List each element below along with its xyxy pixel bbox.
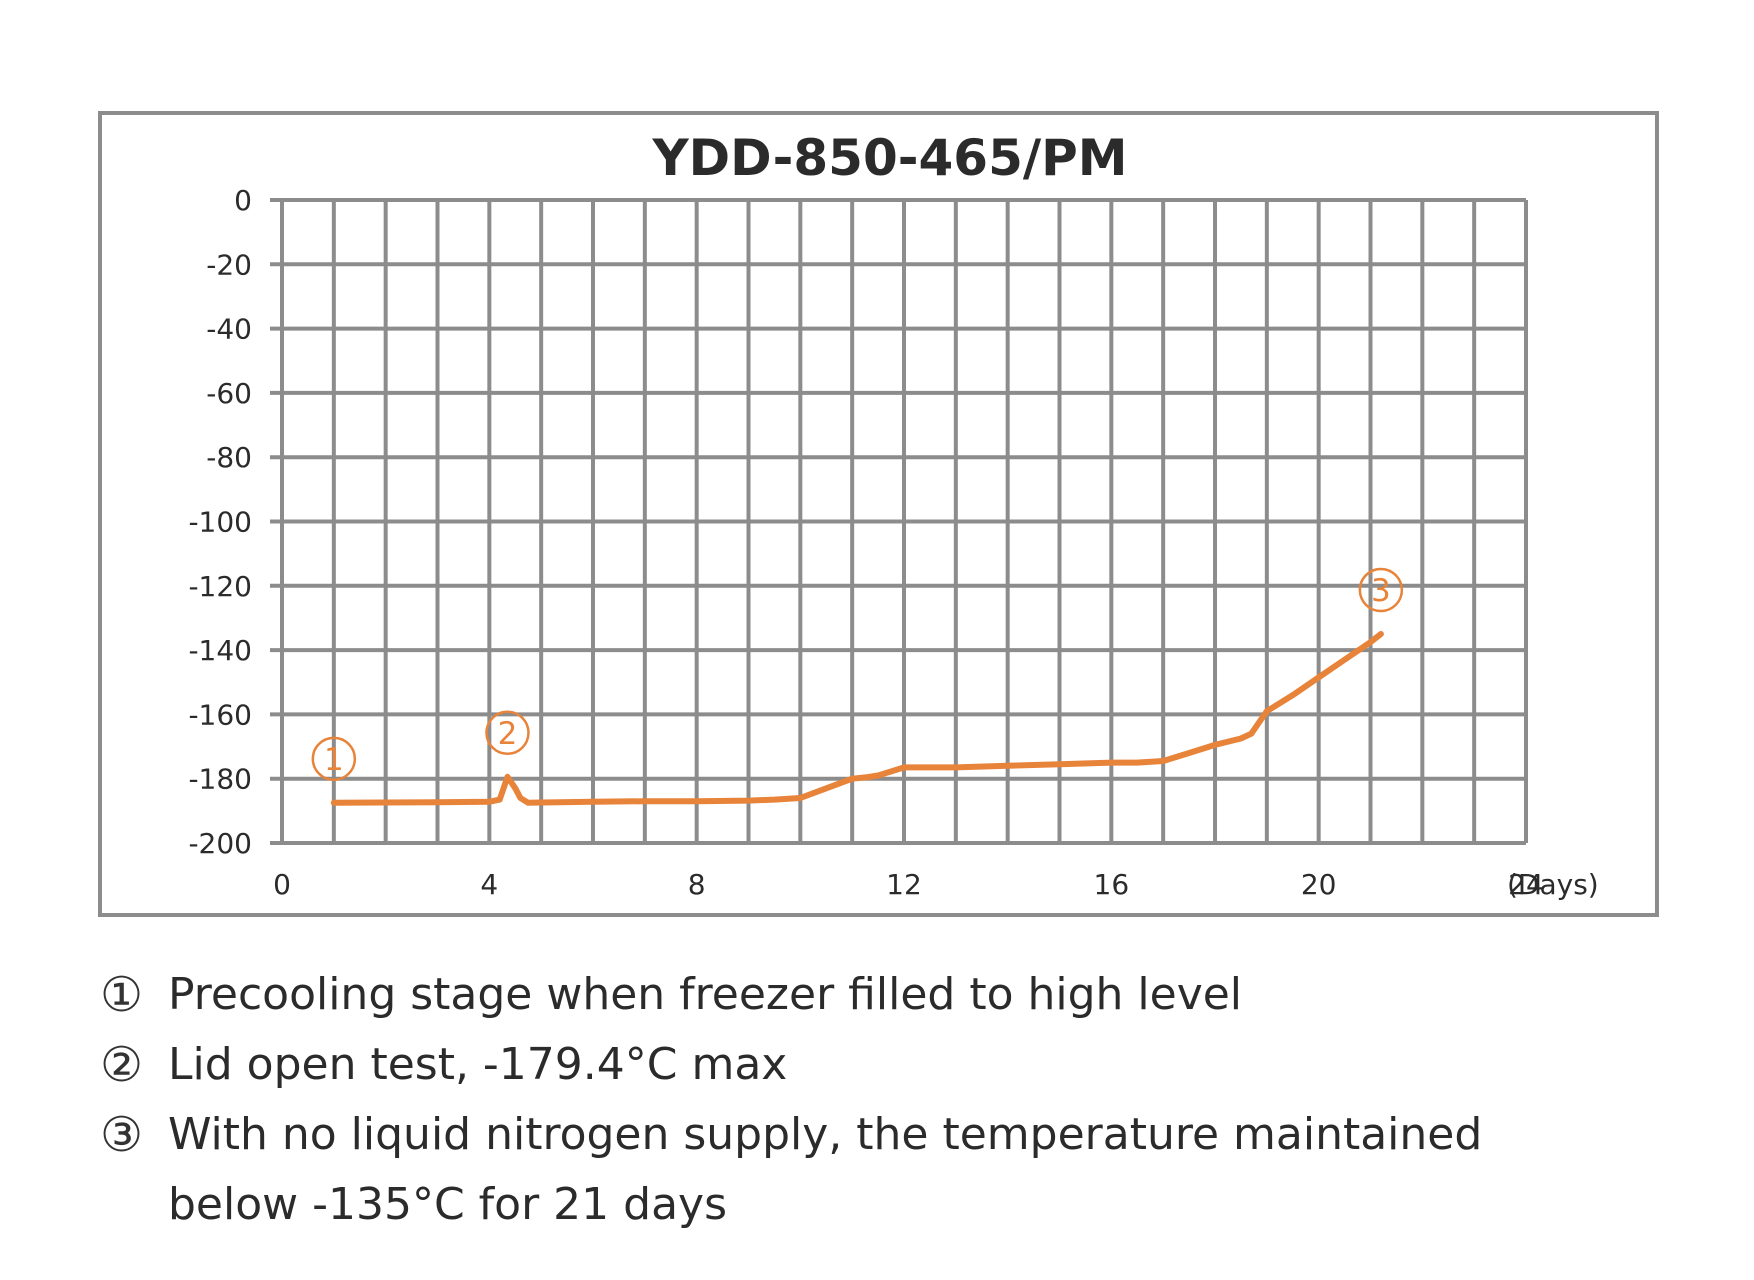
x-axis-ticks: 0 4 8 12 16 20 24: [273, 868, 1544, 901]
annotation-circle: [1358, 567, 1404, 613]
x-tick-label: 8: [688, 868, 706, 901]
y-tick-label: -140: [188, 634, 252, 667]
note-no-nitrogen: ③ With no liquid nitrogen supply, the te…: [100, 1100, 1600, 1240]
y-tick-label: -80: [206, 441, 252, 474]
note-text: Lid open test, -179.4°C max: [168, 1039, 788, 1090]
y-tick-label: -100: [188, 506, 252, 539]
annotation-marker: 1: [311, 736, 357, 782]
y-tick-label: -60: [206, 377, 252, 410]
x-tick-label: 20: [1301, 868, 1337, 901]
x-tick-label: 24: [1508, 868, 1544, 901]
series-layer: [330, 631, 1384, 806]
x-axis-label: (Days): [1507, 868, 1599, 901]
note-lid-open: ② Lid open test, -179.4°C max: [100, 1030, 1600, 1100]
grid: [270, 198, 1528, 845]
note-marker: ①: [100, 967, 144, 1023]
y-axis-ticks: 0 -20 -40 -60 -80 -100 -120 -140 -160 -180 -200: [188, 184, 252, 860]
annotation-circle: [311, 736, 357, 782]
y-tick-label: -20: [206, 248, 252, 281]
note-text: With no liquid nitrogen supply, the temp…: [168, 1109, 1483, 1230]
series-line: [330, 631, 1384, 806]
annotation-circle: [485, 710, 530, 756]
note-marker: ②: [100, 1037, 144, 1093]
note-precooling: ① Precooling stage when freezer filled t…: [100, 960, 1600, 1030]
chart-title: YDD-850-465/PM: [651, 129, 1127, 187]
annotation-marker: 2: [485, 710, 530, 756]
annotation-label: 2: [498, 716, 518, 752]
note-marker: ③: [100, 1107, 144, 1163]
notes-list: ① Precooling stage when freezer filled t…: [100, 960, 1600, 1240]
annotation-marker: 3: [1358, 567, 1404, 613]
y-tick-label: 0: [234, 184, 252, 217]
x-tick-label: 12: [886, 868, 922, 901]
annotation-label: 3: [1371, 573, 1391, 609]
y-tick-label: -200: [188, 827, 252, 860]
x-tick-label: 0: [273, 868, 291, 901]
annotation-layer: 1 2 3: [311, 567, 1404, 782]
x-tick-label: 4: [480, 868, 498, 901]
y-tick-label: -40: [206, 313, 252, 346]
y-tick-label: -160: [188, 698, 252, 731]
note-text: Precooling stage when freezer filled to …: [168, 969, 1243, 1020]
y-tick-label: -180: [188, 763, 252, 796]
annotation-label: 1: [324, 742, 344, 778]
chart-frame: [98, 111, 1659, 917]
y-tick-label: -120: [188, 570, 252, 603]
x-tick-label: 16: [1094, 868, 1130, 901]
